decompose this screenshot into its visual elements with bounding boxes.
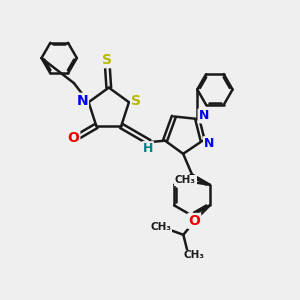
Text: O: O [68, 131, 79, 145]
Text: CH₃: CH₃ [183, 250, 204, 260]
Text: H: H [142, 142, 153, 155]
Text: CH₃: CH₃ [175, 175, 196, 185]
Text: S: S [102, 53, 112, 67]
Text: N: N [199, 110, 209, 122]
Text: N: N [204, 137, 214, 150]
Text: S: S [131, 94, 141, 108]
Text: CH₃: CH₃ [151, 222, 172, 233]
Text: N: N [76, 94, 88, 108]
Text: O: O [188, 214, 200, 228]
